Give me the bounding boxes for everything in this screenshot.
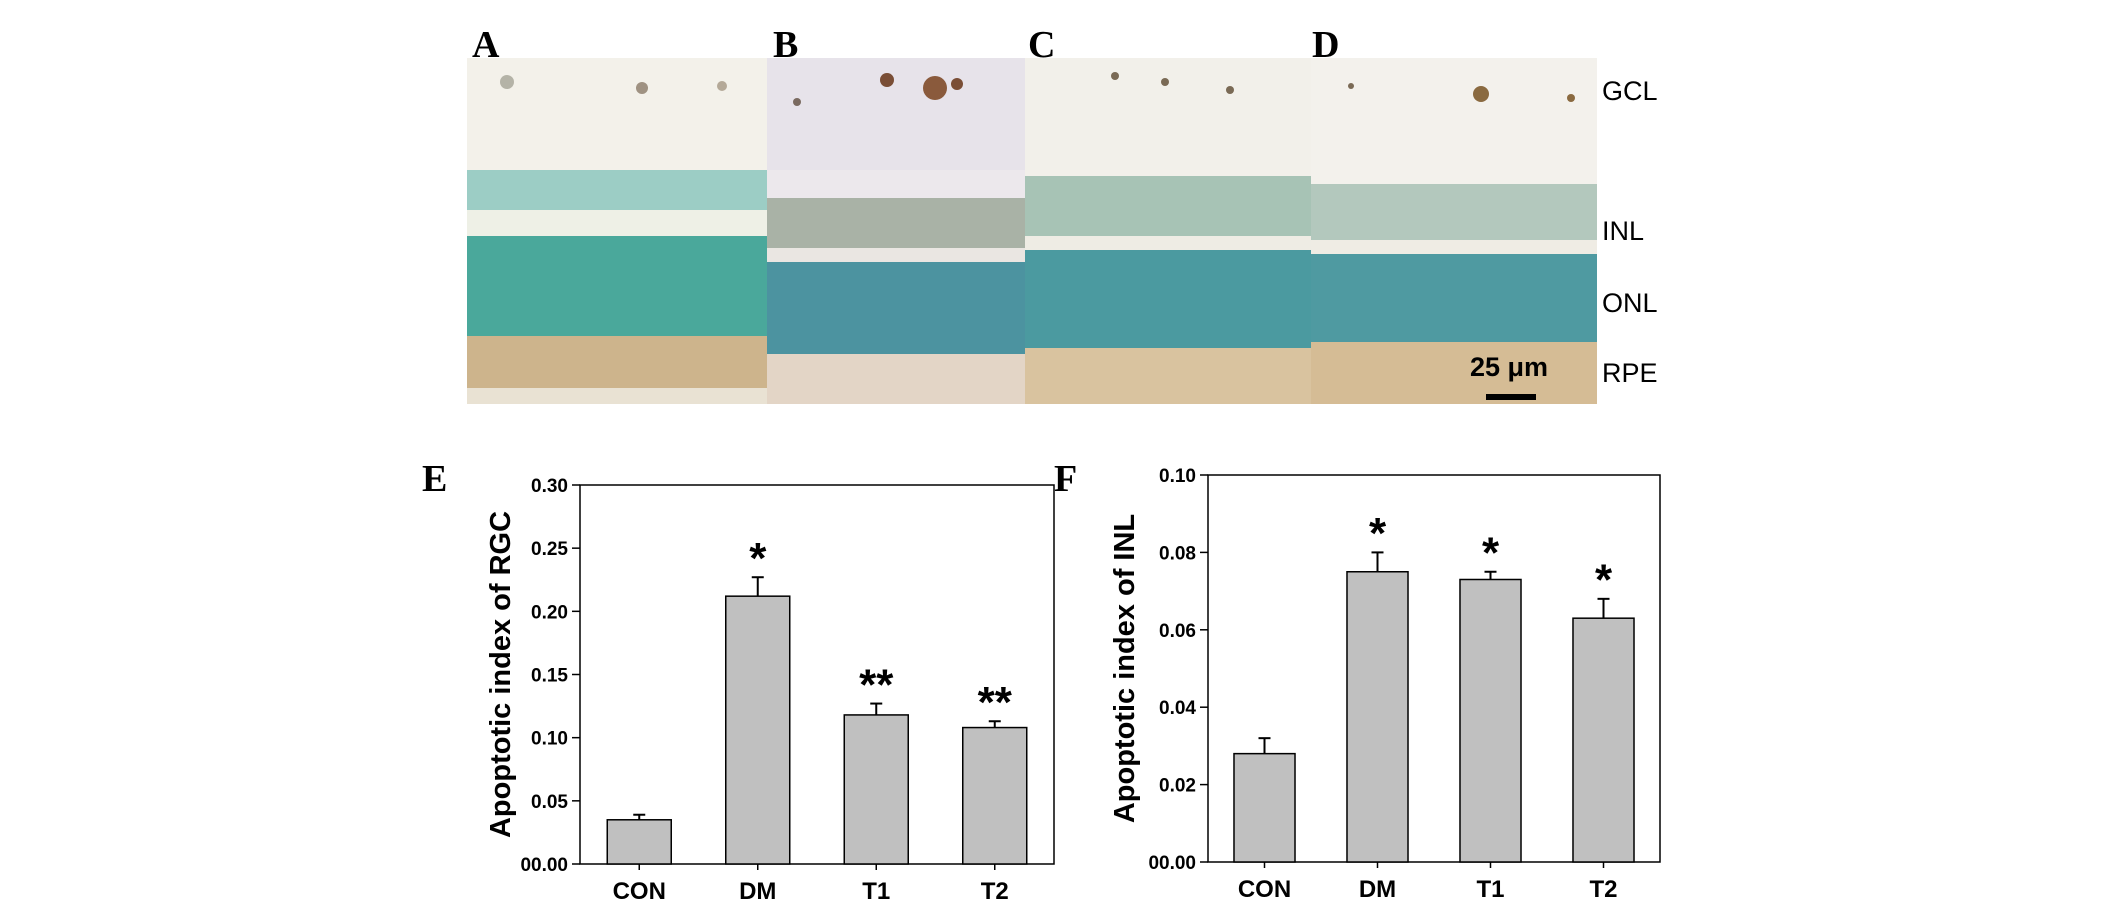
micrograph-panel-d: [1311, 58, 1597, 404]
panel-letter-c: C: [1028, 24, 1056, 66]
bar-e-con: [606, 819, 672, 865]
y-tick-label-f: 00.00: [1148, 853, 1196, 874]
micrograph-panel-c: [1025, 58, 1311, 404]
panel-letter-e: E: [422, 458, 448, 500]
bar-e-t2: [962, 726, 1028, 865]
x-tick-label-f: CON: [1238, 876, 1291, 903]
x-tick-label-e: DM: [739, 878, 776, 904]
panel-letter-f: F: [1054, 458, 1078, 500]
retina-micrograph-strip: [467, 58, 1597, 404]
x-tick-label-f: T1: [1476, 876, 1504, 903]
panel-letter-d: D: [1312, 24, 1340, 66]
y-tick-label-e: 0.15: [531, 666, 568, 687]
plot-frame-e: [579, 484, 1055, 865]
plot-frame-f: [1207, 474, 1661, 863]
y-tick-label-f: 0.10: [1159, 466, 1196, 487]
y-tick-label-f: 0.08: [1159, 543, 1196, 564]
scale-bar: [1486, 394, 1536, 400]
bar-f-t1: [1459, 578, 1522, 863]
y-tick-label-e: 0.25: [531, 539, 568, 560]
bar-f-dm: [1346, 571, 1409, 863]
y-tick-label-f: 0.06: [1159, 621, 1196, 642]
x-tick-label-f: DM: [1359, 876, 1396, 903]
layer-label-rpe: RPE: [1602, 358, 1658, 388]
y-tick-label-e: 0.05: [531, 792, 568, 813]
significance-mark-f: *: [1369, 509, 1387, 558]
y-tick-label-e: 0.10: [531, 729, 568, 750]
scale-bar-label: 25 μm: [1470, 352, 1549, 382]
significance-mark-e: *: [749, 534, 767, 583]
layer-label-onl: ONL: [1602, 288, 1658, 318]
layer-label-inl: INL: [1602, 216, 1645, 246]
y-tick-label-f: 0.04: [1159, 698, 1196, 719]
bar-e-dm: [725, 595, 791, 865]
layer-label-gcl: GCL: [1602, 76, 1658, 106]
significance-mark-e: **: [859, 660, 894, 709]
x-tick-label-e: T2: [981, 878, 1009, 904]
y-tick-label-e: 00.00: [520, 855, 568, 876]
x-tick-label-e: CON: [613, 878, 666, 904]
significance-mark-f: *: [1595, 556, 1613, 605]
micrograph-panel-b: [767, 58, 1025, 404]
panel-letter-a: A: [472, 24, 500, 66]
significance-mark-e: **: [978, 678, 1013, 727]
panel-letter-b: B: [773, 24, 799, 66]
y-tick-label-e: 0.20: [531, 602, 568, 623]
significance-mark-f: *: [1482, 529, 1500, 578]
y-axis-label-f: Apoptotic index of INL: [1109, 514, 1141, 823]
bar-f-con: [1233, 752, 1296, 863]
y-axis-label-e: Apoptotic index of RGC: [485, 511, 517, 838]
bar-f-t2: [1572, 617, 1635, 863]
bar-e-t1: [843, 714, 909, 865]
x-tick-label-e: T1: [862, 878, 890, 904]
micrograph-panel-a: [467, 58, 767, 404]
y-tick-label-e: 0.30: [531, 476, 568, 497]
x-tick-label-f: T2: [1589, 876, 1617, 903]
y-tick-label-f: 0.02: [1159, 776, 1196, 797]
